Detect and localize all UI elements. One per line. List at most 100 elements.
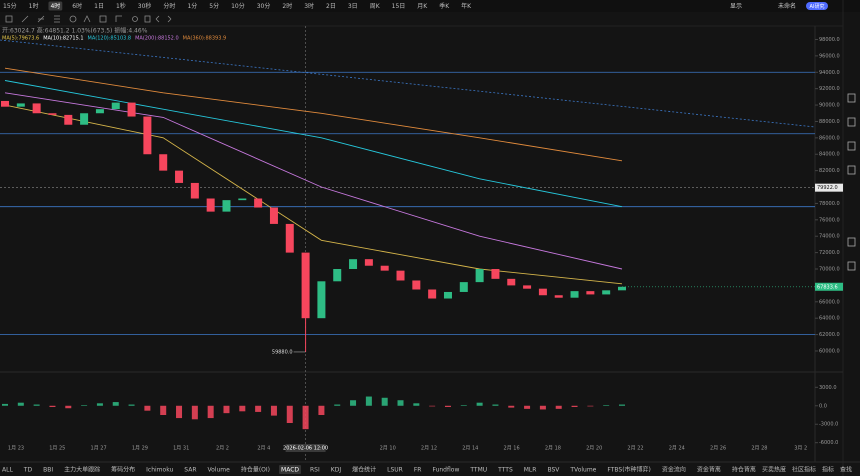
indicator-tab[interactable]: FR	[414, 467, 422, 474]
ma-line	[4, 104, 623, 285]
tool-icon[interactable]	[83, 15, 91, 23]
macd-bar	[555, 405, 562, 409]
ai-button[interactable]	[806, 2, 828, 10]
interval-tab[interactable]: 1时	[29, 2, 39, 10]
tool-icon[interactable]	[5, 15, 13, 23]
indicator-tab[interactable]: MACD	[281, 467, 299, 474]
indicator-tab[interactable]: TTTS	[497, 467, 513, 474]
macd-bar	[81, 405, 88, 406]
indicator-tab[interactable]: 主力大单跟踪	[64, 466, 100, 474]
candle-body	[190, 182, 199, 199]
interval-tab[interactable]: 30秒	[138, 2, 152, 10]
sidebar-icon[interactable]	[847, 93, 856, 103]
indicator-tab[interactable]: 爆仓统计	[352, 466, 376, 474]
y-tick-label: 74000.0	[819, 234, 840, 240]
macd-tick-label: 0.0	[819, 403, 827, 409]
tool-icon[interactable]	[54, 15, 60, 23]
tool-icon[interactable]	[167, 15, 172, 23]
indicator-tab[interactable]: Volume	[208, 467, 231, 474]
candle-body	[538, 288, 547, 296]
sidebar-icon[interactable]	[847, 237, 856, 247]
interval-tab[interactable]: 3时	[304, 2, 314, 10]
tool-icon[interactable]	[115, 15, 122, 22]
interval-tab[interactable]: 2日	[326, 3, 336, 10]
indicator-tab[interactable]: 持仓量(OI)	[241, 466, 270, 474]
indicator-tab[interactable]: BBI	[43, 467, 53, 474]
indicator-tab[interactable]: KDJ	[331, 467, 342, 474]
interval-tab[interactable]: 3日	[348, 3, 358, 10]
candle-body	[459, 282, 468, 292]
toolbar-item[interactable]: 未命名	[778, 2, 796, 10]
interval-tab[interactable]: 周K	[370, 3, 381, 10]
tool-icon[interactable]	[132, 16, 138, 22]
candle-body	[570, 291, 579, 298]
macd-bar	[492, 404, 499, 406]
sidebar-icon[interactable]	[847, 117, 856, 127]
tool-icon[interactable]	[37, 15, 45, 23]
ai-button-label[interactable]: AI研究	[810, 3, 825, 10]
interval-tab[interactable]: 10分	[231, 2, 245, 10]
indicator-tab[interactable]: SAR	[184, 467, 196, 474]
interval-tab[interactable]: 6时	[72, 2, 82, 10]
macd-bar	[429, 405, 436, 407]
indicator-tab[interactable]: RSI	[310, 467, 320, 474]
interval-tab[interactable]: 15日	[392, 3, 406, 10]
x-tick-label: 2月 26	[710, 446, 726, 452]
indicator-tab[interactable]: BSV	[547, 467, 560, 474]
sidebar-icon[interactable]	[847, 165, 856, 175]
indicator-tab[interactable]: 资金流向	[662, 466, 686, 474]
indicator-tab[interactable]: TVolume	[569, 467, 596, 474]
interval-tab[interactable]: 季K	[439, 2, 450, 10]
macd-bar	[2, 403, 8, 406]
candle-body	[586, 291, 595, 295]
interval-tab[interactable]: 30分	[257, 2, 271, 10]
candle-body	[48, 113, 57, 115]
macd-bar	[460, 405, 467, 406]
indicator-tab[interactable]: TTMU	[469, 467, 487, 474]
candle-body	[206, 198, 215, 212]
indicator-tab[interactable]: Ichimoku	[146, 467, 173, 474]
sidebar-icon[interactable]	[847, 141, 856, 151]
indicator-tab[interactable]: MLR	[524, 467, 537, 474]
tool-icon[interactable]	[144, 15, 151, 23]
interval-tab[interactable]: 1分	[187, 2, 197, 10]
candle-body	[301, 252, 310, 319]
interval-tab[interactable]: 年K	[461, 2, 472, 10]
macd-tick-label: -6000.0	[819, 440, 838, 446]
y-tick-label: 70000.0	[819, 267, 840, 273]
interval-tab[interactable]: 分时	[163, 2, 175, 10]
indicator-tab[interactable]: FTBS(市种博弈)	[607, 466, 651, 474]
macd-bar	[476, 402, 483, 406]
indicator-tab[interactable]: 社区指标	[792, 466, 816, 474]
tool-icon[interactable]	[21, 15, 29, 23]
y-tick-label: 84000.0	[819, 152, 840, 158]
interval-tab[interactable]: 2时	[282, 2, 292, 10]
macd-bar	[207, 405, 214, 419]
toolbar-item[interactable]: 显示	[730, 3, 742, 10]
indicator-tab[interactable]: 资金背离	[697, 466, 721, 474]
interval-tab[interactable]: 5分	[209, 2, 219, 10]
tool-icon[interactable]	[69, 15, 77, 23]
candle-body	[380, 265, 389, 271]
tool-icon[interactable]	[155, 15, 160, 23]
indicator-tab[interactable]: Fundflow	[432, 467, 459, 474]
indicator-tab[interactable]: 指标	[822, 466, 834, 474]
indicator-tab[interactable]: TD	[23, 467, 33, 474]
interval-tab[interactable]: 4时	[50, 2, 60, 10]
indicator-tab[interactable]: 持仓背离	[732, 466, 756, 474]
interval-tab[interactable]: 1日	[94, 3, 104, 10]
macd-tick-label: 3000.0	[819, 385, 837, 391]
ma-line	[4, 80, 623, 208]
tool-icon[interactable]	[99, 15, 107, 23]
interval-tab[interactable]: 1秒	[116, 2, 126, 10]
indicator-tab[interactable]: 买卖热度	[762, 466, 786, 474]
indicator-tab[interactable]: 筹码分布	[111, 466, 135, 474]
macd-bar	[112, 402, 119, 406]
sidebar-icon[interactable]	[847, 261, 856, 271]
indicator-tab[interactable]: LSUR	[387, 467, 403, 474]
interval-tab[interactable]: 月K	[417, 3, 428, 10]
indicator-tab[interactable]: ALL	[2, 467, 13, 474]
interval-tab[interactable]: 15分	[3, 2, 17, 10]
indicator-tab[interactable]: 查找	[840, 466, 852, 474]
x-tick-label: 1月 31	[173, 446, 189, 452]
